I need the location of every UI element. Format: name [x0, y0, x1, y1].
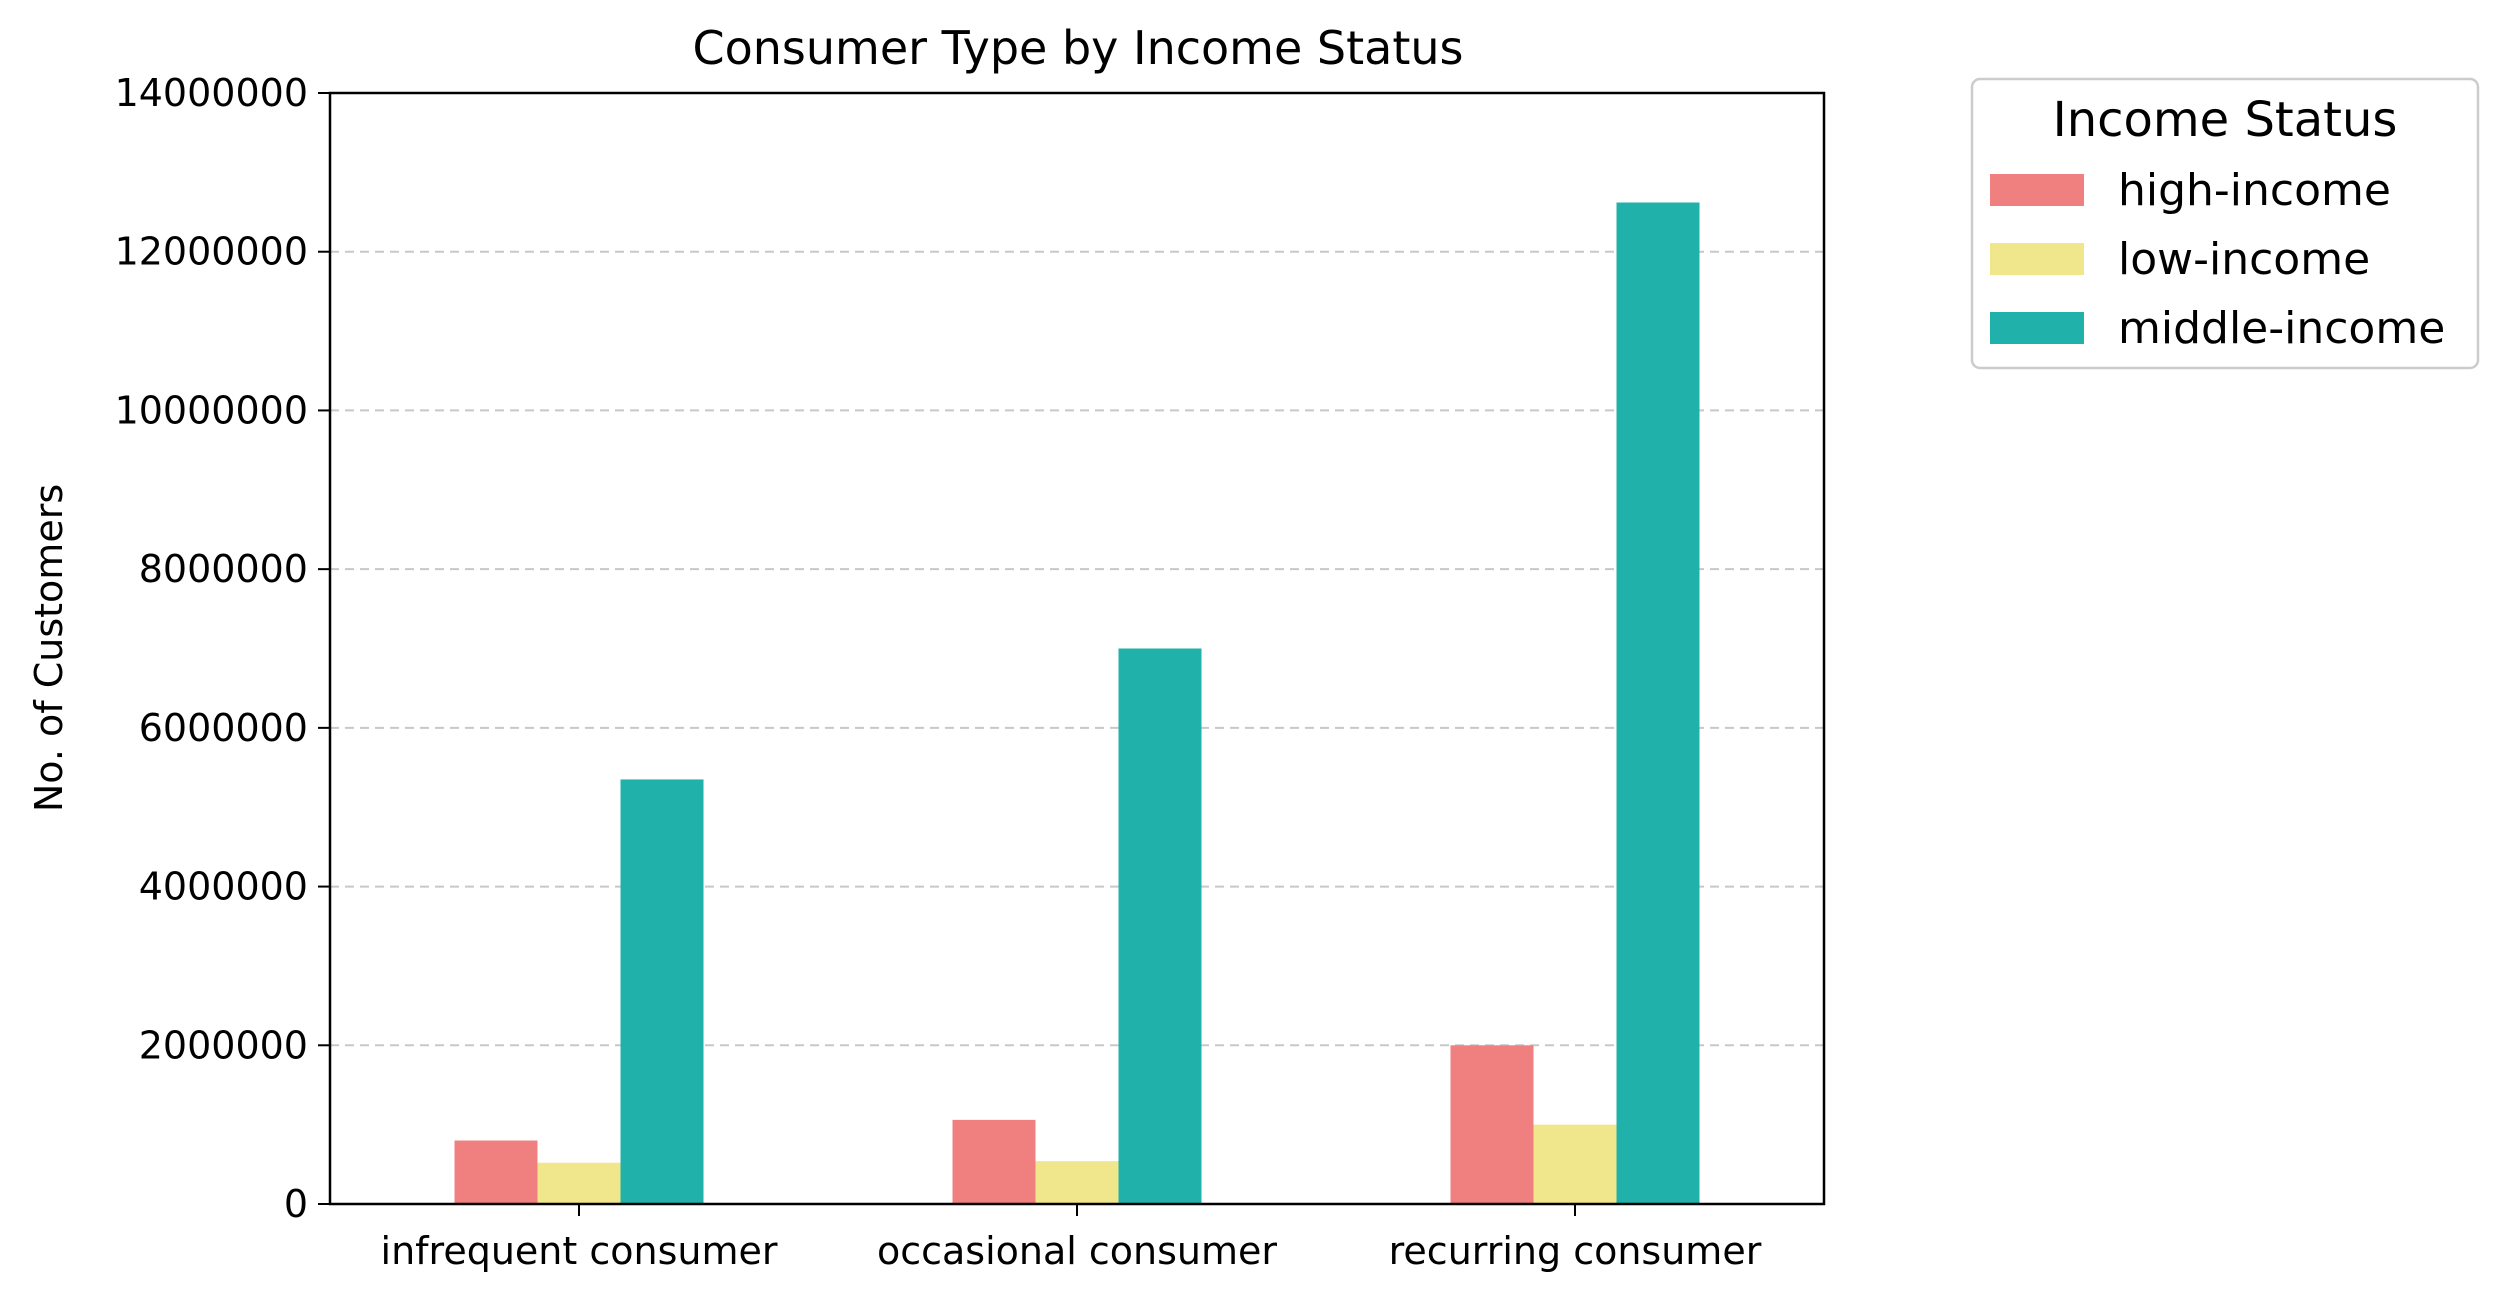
legend: Income Status high-income low-income middl…: [1970, 77, 2480, 370]
bar-low-income-0: [537, 1162, 621, 1204]
legend-label-high-income: high-income: [2118, 165, 2391, 216]
x-axis: infrequent consumer occasional consumer re…: [381, 1204, 1762, 1273]
legend-frame: [1970, 77, 2480, 370]
bar-high-income-2: [1450, 1045, 1534, 1204]
legend-label-middle-income: middle-income: [2118, 303, 2445, 354]
bar-low-income-2: [1533, 1124, 1617, 1204]
legend-title: Income Status: [2053, 92, 2398, 148]
chart-title: Consumer Type by Income Status: [693, 21, 1464, 75]
y-tick-label: 10000000: [115, 388, 308, 432]
x-tick-label: occasional consumer: [877, 1229, 1277, 1273]
bar-middle-income-0: [620, 779, 704, 1204]
bar-middle-income-2: [1616, 202, 1700, 1204]
bars: [454, 202, 1700, 1204]
x-tick-label: recurring consumer: [1389, 1229, 1762, 1273]
y-tick-label: 4000000: [139, 865, 308, 909]
x-tick-label: infrequent consumer: [381, 1229, 778, 1273]
y-tick-label: 2000000: [139, 1023, 308, 1067]
legend-items: high-income low-income middle-income: [1990, 165, 2445, 354]
y-tick-label: 14000000: [115, 71, 308, 115]
bar-middle-income-1: [1118, 648, 1202, 1204]
y-tick-label: 6000000: [139, 706, 308, 750]
y-axis-label: No. of Customers: [27, 484, 71, 812]
legend-swatch-low-income: [1990, 243, 2084, 275]
legend-label-low-income: low-income: [2118, 234, 2370, 285]
legend-swatch-middle-income: [1990, 312, 2084, 344]
bar-high-income-0: [454, 1140, 538, 1204]
legend-swatch-high-income: [1990, 174, 2084, 206]
y-tick-label: 8000000: [139, 547, 308, 591]
bar-high-income-1: [952, 1119, 1036, 1204]
plot-frame: [328, 91, 1826, 1206]
y-axis: 0 2000000 4000000 6000000 8000000 10000000 120…: [115, 71, 330, 1226]
bar-low-income-1: [1035, 1161, 1119, 1204]
y-tick-label: 0: [284, 1182, 308, 1226]
gridlines: [330, 250, 1824, 1047]
y-tick-label: 12000000: [115, 230, 308, 274]
